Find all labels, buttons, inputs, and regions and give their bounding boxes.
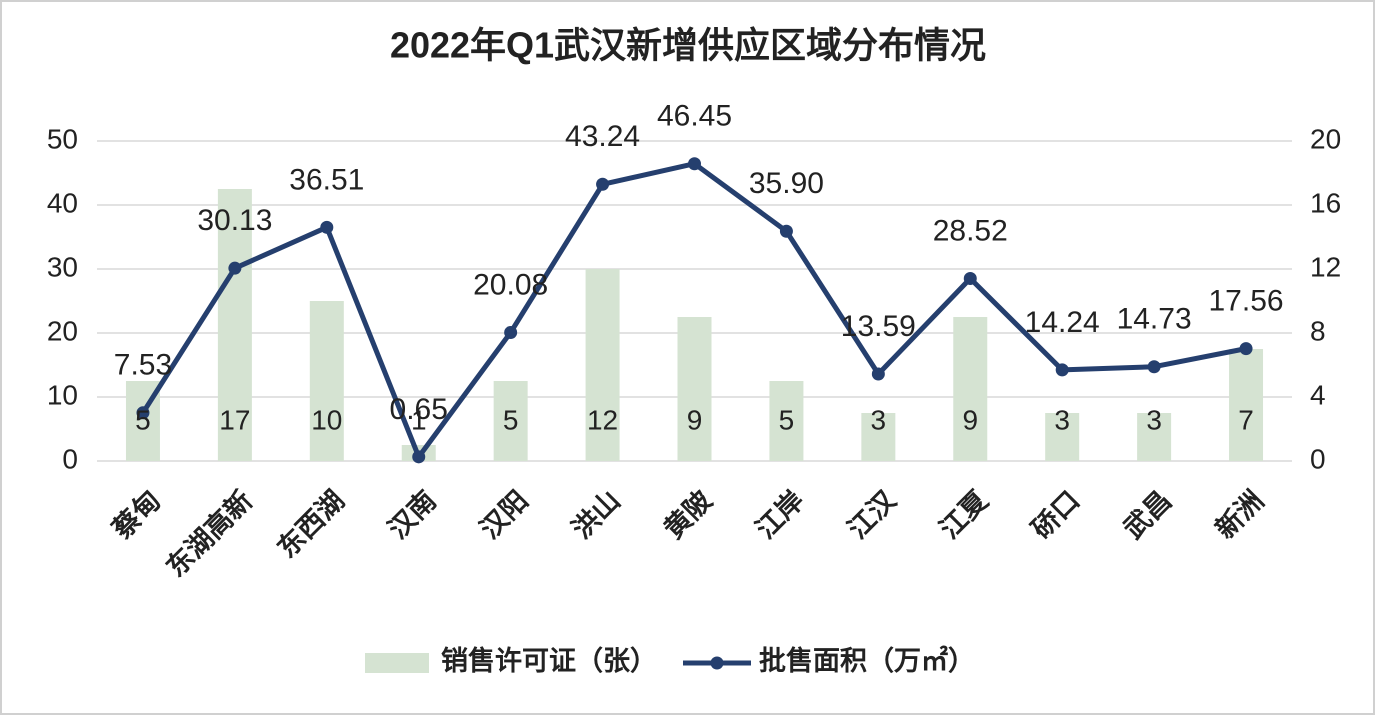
line-point xyxy=(596,177,610,191)
y2-tick-label: 4 xyxy=(1310,379,1326,410)
line-point xyxy=(412,450,426,464)
chart-title: 2022年Q1武汉新增供应区域分布情况 xyxy=(390,25,986,66)
legend-swatch-point xyxy=(710,656,724,670)
line-value-label: 46.45 xyxy=(657,100,732,133)
bar-value-label: 9 xyxy=(962,404,978,435)
line-point xyxy=(688,157,701,171)
bar-value-label: 5 xyxy=(135,404,151,435)
line-value-label: 0.65 xyxy=(390,393,448,426)
line-point xyxy=(963,271,977,285)
line-value-label: 14.24 xyxy=(1025,306,1100,339)
bar xyxy=(1137,413,1172,461)
y2-tick-label: 8 xyxy=(1310,315,1326,346)
line-value-label: 17.56 xyxy=(1208,285,1283,318)
y-tick-label: 30 xyxy=(47,251,78,282)
bar-value-label: 5 xyxy=(503,404,519,435)
y-tick-label: 40 xyxy=(47,187,78,218)
bar-value-label: 1 xyxy=(411,404,427,435)
line-value-label: 30.13 xyxy=(197,204,272,237)
bar xyxy=(585,269,620,461)
y-tick-label: 50 xyxy=(47,123,78,154)
y-tick-label: 0 xyxy=(62,443,78,474)
y2-tick-label: 16 xyxy=(1310,187,1341,218)
bar xyxy=(493,381,528,461)
line-point xyxy=(871,367,885,381)
line-value-label: 14.73 xyxy=(1117,303,1192,336)
line-point xyxy=(1147,360,1161,374)
bar xyxy=(217,189,252,461)
bar xyxy=(1229,349,1264,461)
bar xyxy=(953,317,988,461)
bar xyxy=(309,301,344,461)
line-value-label: 7.53 xyxy=(114,349,172,382)
bar-value-label: 5 xyxy=(779,404,795,435)
bar xyxy=(861,413,896,461)
bar-value-label: 3 xyxy=(871,404,887,435)
line-value-label: 35.90 xyxy=(749,167,824,200)
legend-label: 批售面积（万㎡） xyxy=(759,645,975,676)
y2-tick-label: 20 xyxy=(1310,123,1341,154)
bar xyxy=(1045,413,1080,461)
line-value-label: 43.24 xyxy=(565,120,640,153)
line-value-label: 13.59 xyxy=(841,310,916,343)
bar-value-label: 17 xyxy=(219,404,250,435)
bar xyxy=(769,381,804,461)
y2-tick-label: 0 xyxy=(1310,443,1326,474)
bar xyxy=(677,317,712,461)
line-value-label: 28.52 xyxy=(933,214,1008,247)
bar-value-label: 9 xyxy=(687,404,703,435)
bar-value-label: 3 xyxy=(1054,404,1070,435)
line-point xyxy=(320,220,334,234)
line-point xyxy=(779,224,793,238)
line-point xyxy=(504,325,518,339)
bar-value-label: 3 xyxy=(1146,404,1162,435)
y-tick-label: 10 xyxy=(47,379,78,410)
bar-value-label: 12 xyxy=(587,404,618,435)
bar-value-label: 7 xyxy=(1238,404,1254,435)
y2-tick-label: 12 xyxy=(1310,251,1341,282)
y-tick-label: 20 xyxy=(47,315,78,346)
legend-label: 销售许可证（张） xyxy=(441,645,657,676)
line-value-label: 36.51 xyxy=(289,163,364,196)
legend-swatch xyxy=(365,653,429,673)
line-point xyxy=(136,406,150,420)
bar-value-label: 10 xyxy=(311,404,342,435)
line-point xyxy=(1239,342,1253,356)
line-point xyxy=(1055,363,1069,377)
line-point xyxy=(228,261,242,275)
line-value-label: 20.08 xyxy=(473,268,548,301)
